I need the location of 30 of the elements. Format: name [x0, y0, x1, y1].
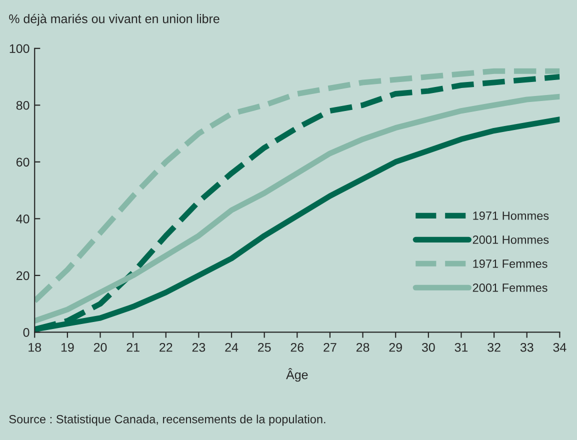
x-tick-label: 23: [192, 342, 206, 352]
x-tick-label: 34: [553, 342, 566, 352]
source-note: Source : Statistique Canada, recensements de la population.: [9, 414, 326, 426]
y-tick-label: 60: [16, 158, 30, 167]
x-tick-label: 33: [520, 342, 534, 352]
x-tick-label: 26: [290, 342, 304, 352]
y-tick-label: 20: [16, 271, 30, 280]
y-tick-label: 40: [16, 214, 30, 224]
legend-label: 1971 Hommes: [473, 212, 549, 220]
x-tick-label: 27: [324, 342, 336, 352]
legend-label: 1971 Femmes: [473, 260, 548, 268]
x-tick-label: 24: [225, 342, 238, 352]
x-axis-title: Âge: [286, 368, 308, 382]
x-tick-label: 28: [356, 342, 370, 352]
x-tick-label: 18: [28, 342, 42, 352]
x-tick-label: 25: [258, 342, 271, 352]
y-axis-title: % déjà mariés ou vivant en union libre: [9, 14, 220, 26]
x-tick-label: 20: [94, 342, 107, 352]
y-tick-label: 0: [23, 328, 30, 337]
legend-label: 2001 Femmes: [472, 284, 548, 292]
x-tick-label: 31: [454, 342, 468, 352]
x-tick-label: 22: [160, 342, 172, 352]
y-tick-label: 100: [10, 44, 30, 54]
x-tick-label: 30: [422, 342, 435, 352]
x-tick-label: 32: [488, 342, 500, 352]
y-tick-label: 80: [16, 100, 30, 110]
x-tick-label: 29: [389, 342, 402, 352]
x-tick-label: 19: [61, 342, 74, 352]
x-tick-label: 21: [126, 342, 140, 352]
legend-label: 2001 Hommes: [472, 236, 549, 244]
